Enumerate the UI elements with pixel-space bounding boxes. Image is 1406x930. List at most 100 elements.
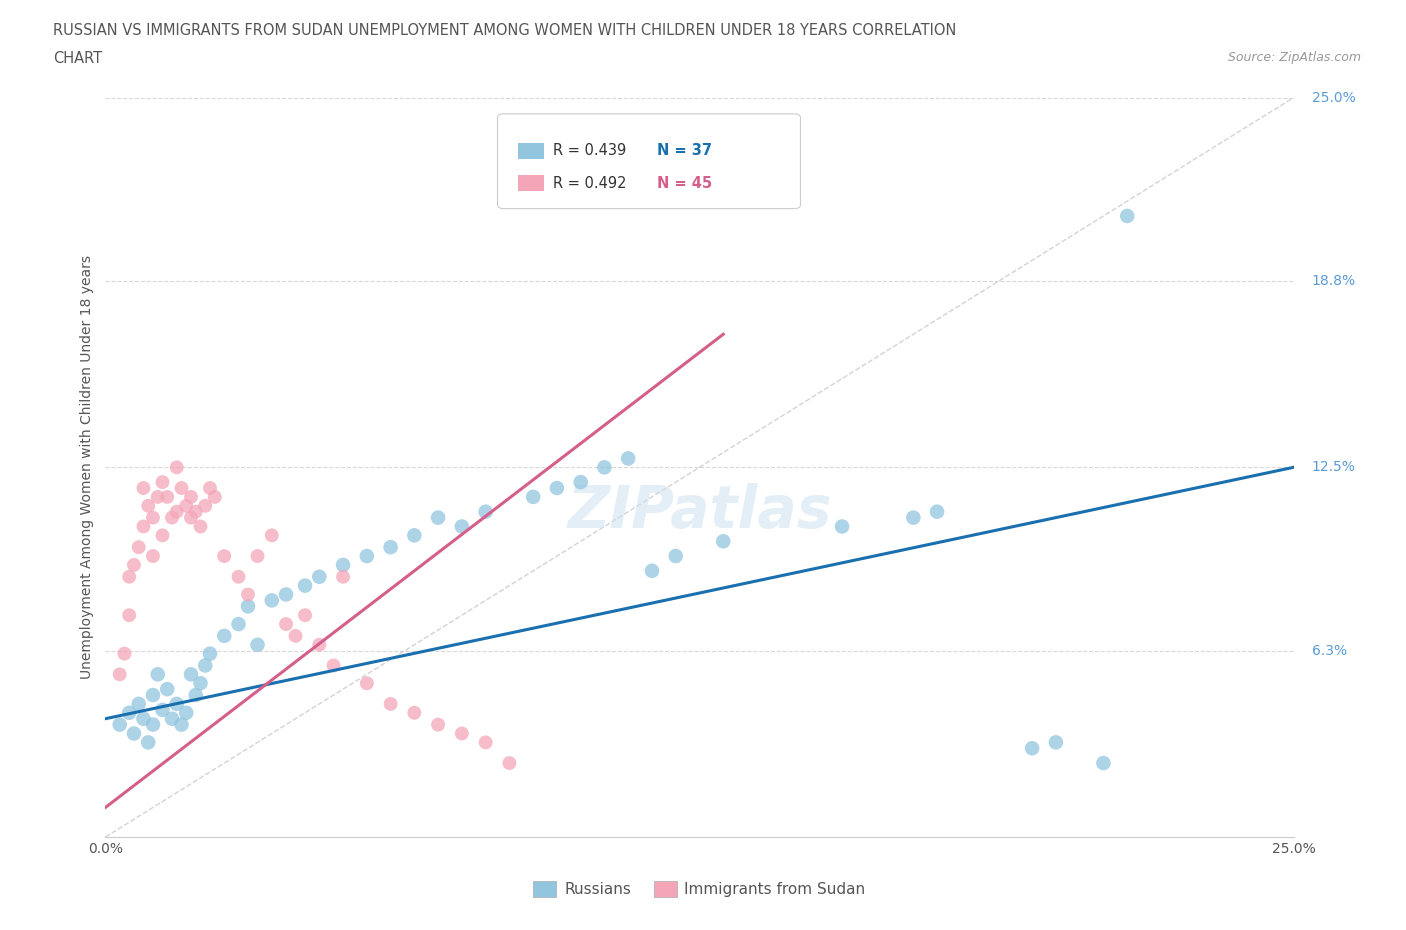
Legend: Russians, Immigrants from Sudan: Russians, Immigrants from Sudan — [527, 875, 872, 903]
Point — [260, 528, 283, 543]
Point — [427, 511, 450, 525]
Point — [146, 667, 169, 682]
Text: N = 37: N = 37 — [657, 143, 711, 158]
Point — [132, 519, 155, 534]
Point — [180, 511, 202, 525]
Point — [1092, 755, 1115, 770]
Point — [180, 489, 202, 504]
Point — [180, 667, 202, 682]
Text: 25.0%: 25.0% — [1312, 90, 1355, 105]
Point — [404, 705, 426, 720]
Point — [128, 539, 150, 554]
Point — [108, 717, 131, 732]
Text: R = 0.492: R = 0.492 — [554, 176, 627, 191]
Point — [404, 528, 426, 543]
Point — [166, 697, 188, 711]
Point — [152, 474, 174, 489]
Point — [114, 646, 136, 661]
Point — [174, 705, 197, 720]
Point — [450, 519, 472, 534]
Point — [198, 481, 221, 496]
Point — [184, 504, 207, 519]
Point — [136, 498, 159, 513]
Point — [170, 717, 193, 732]
Point — [142, 511, 165, 525]
Point — [184, 687, 207, 702]
Point — [322, 658, 344, 673]
Point — [204, 489, 226, 504]
Point — [118, 608, 141, 623]
Point — [236, 599, 259, 614]
Point — [356, 676, 378, 691]
Point — [166, 504, 188, 519]
Point — [166, 460, 188, 474]
Point — [118, 705, 141, 720]
Point — [546, 481, 568, 496]
Point — [198, 646, 221, 661]
Point — [228, 617, 250, 631]
Point — [274, 617, 297, 631]
Point — [711, 534, 734, 549]
Point — [665, 549, 688, 564]
Point — [118, 569, 141, 584]
Text: N = 45: N = 45 — [657, 176, 711, 191]
Point — [122, 726, 145, 741]
Text: CHART: CHART — [53, 51, 103, 66]
Point — [356, 549, 378, 564]
Point — [156, 682, 179, 697]
Point — [142, 717, 165, 732]
Point — [122, 557, 145, 572]
Text: 18.8%: 18.8% — [1312, 274, 1355, 288]
Point — [132, 481, 155, 496]
Point — [152, 702, 174, 717]
Text: R = 0.439: R = 0.439 — [554, 143, 627, 158]
Point — [214, 629, 236, 644]
Point — [128, 697, 150, 711]
Point — [522, 489, 544, 504]
Point — [274, 587, 297, 602]
Point — [194, 498, 217, 513]
Point — [108, 667, 131, 682]
Point — [170, 481, 193, 496]
Point — [260, 593, 283, 608]
Point — [332, 557, 354, 572]
Point — [152, 528, 174, 543]
FancyBboxPatch shape — [517, 142, 544, 159]
Point — [146, 489, 169, 504]
Point — [380, 697, 402, 711]
Point — [294, 608, 316, 623]
Point — [284, 629, 307, 644]
Point — [246, 637, 269, 652]
Point — [214, 549, 236, 564]
Point — [142, 549, 165, 564]
Text: 6.3%: 6.3% — [1312, 644, 1347, 658]
Point — [174, 498, 197, 513]
Point — [308, 569, 330, 584]
Point — [194, 658, 217, 673]
Point — [903, 511, 925, 525]
Text: RUSSIAN VS IMMIGRANTS FROM SUDAN UNEMPLOYMENT AMONG WOMEN WITH CHILDREN UNDER 18: RUSSIAN VS IMMIGRANTS FROM SUDAN UNEMPLO… — [53, 23, 957, 38]
Point — [641, 564, 664, 578]
Text: Source: ZipAtlas.com: Source: ZipAtlas.com — [1227, 51, 1361, 64]
Point — [617, 451, 640, 466]
Text: ZIPatlas: ZIPatlas — [567, 484, 832, 540]
Point — [160, 711, 183, 726]
Point — [498, 755, 520, 770]
Point — [831, 519, 853, 534]
Point — [136, 735, 159, 750]
Point — [228, 569, 250, 584]
Point — [569, 474, 592, 489]
Y-axis label: Unemployment Among Women with Children Under 18 years: Unemployment Among Women with Children U… — [80, 256, 94, 679]
Point — [332, 569, 354, 584]
Point — [593, 460, 616, 474]
Point — [190, 519, 212, 534]
Point — [427, 717, 450, 732]
Point — [246, 549, 269, 564]
FancyBboxPatch shape — [517, 175, 544, 192]
Point — [450, 726, 472, 741]
Point — [1045, 735, 1067, 750]
Point — [308, 637, 330, 652]
Text: 12.5%: 12.5% — [1312, 460, 1355, 474]
Point — [474, 735, 496, 750]
Point — [380, 539, 402, 554]
